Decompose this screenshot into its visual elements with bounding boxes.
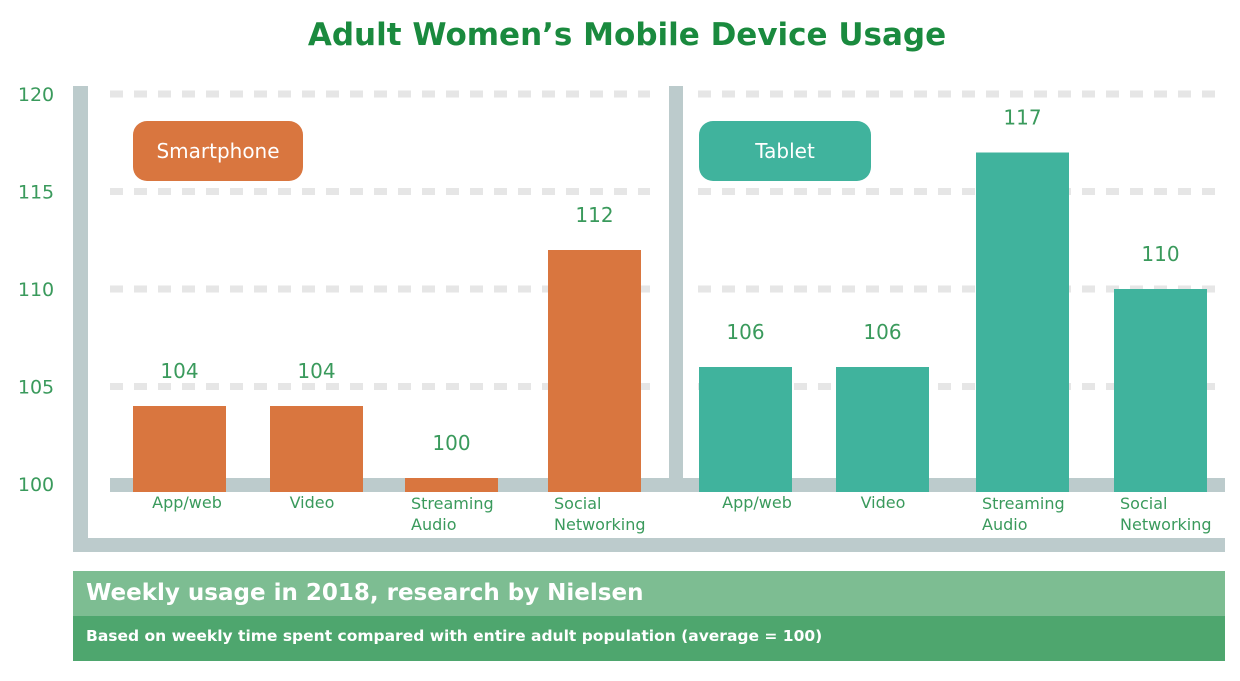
chart-canvas: Adult Women’s Mobile Device Usage 100 105 1… <box>18 17 1225 552</box>
x-tick-label-tablet-0: App/web <box>722 493 792 512</box>
bar-smartphone-0 <box>133 406 226 492</box>
frame-left-bar <box>73 86 88 552</box>
data-label-tablet-0: 106 <box>726 320 764 344</box>
footer-headline-banner: Weekly usage in 2018, research by Nielse… <box>73 571 1225 616</box>
legend-smartphone-label: Smartphone <box>156 139 280 163</box>
bar-tablet-0 <box>699 367 792 492</box>
data-label-tablet-3: 110 <box>1141 242 1179 266</box>
legend-smartphone: Smartphone <box>133 121 303 181</box>
legend-tablet: Tablet <box>699 121 871 181</box>
x-tick-label-smartphone-0: App/web <box>152 493 222 512</box>
y-tick-label-120: 120 <box>18 84 54 106</box>
y-tick-label-105: 105 <box>18 377 54 399</box>
x-tick-label-tablet-1: Video <box>861 493 906 512</box>
footer-headline: Weekly usage in 2018, research by Nielse… <box>86 580 644 606</box>
data-label-tablet-2: 117 <box>1003 106 1041 130</box>
data-label-smartphone-3: 112 <box>575 203 613 227</box>
y-tick-label-115: 115 <box>18 182 54 204</box>
bar-tablet-3 <box>1114 289 1207 492</box>
footer-note: Based on weekly time spent compared with… <box>86 627 823 645</box>
data-label-smartphone-1: 104 <box>297 359 335 383</box>
x-tick-label-tablet-3-line0: Social <box>1120 494 1167 513</box>
x-tick-label-smartphone-1: Video <box>290 493 335 512</box>
bar-smartphone-1 <box>270 406 363 492</box>
frame-divider-bar <box>669 86 683 478</box>
x-tick-label-smartphone-3-line1: Networking <box>554 515 646 534</box>
x-tick-label-smartphone-3-line0: Social <box>554 494 601 513</box>
bar-tablet-1 <box>836 367 929 492</box>
chart-title: Adult Women’s Mobile Device Usage <box>308 17 946 53</box>
y-tick-label-110: 110 <box>18 279 54 301</box>
x-tick-label-smartphone-2-line1: Audio <box>411 515 456 534</box>
x-tick-label-tablet-2-line1: Audio <box>982 515 1027 534</box>
x-tick-label-tablet-2-line0: Streaming <box>982 494 1065 513</box>
bar-tablet-2 <box>976 152 1069 492</box>
bar-smartphone-2 <box>405 478 498 492</box>
data-label-tablet-1: 106 <box>863 320 901 344</box>
x-tick-label-tablet-3-line1: Networking <box>1120 515 1212 534</box>
x-tick-label-smartphone-2-line0: Streaming <box>411 494 494 513</box>
legend-tablet-label: Tablet <box>755 139 815 163</box>
frame-baseline-bar <box>110 478 1225 492</box>
frame-bottom-bar <box>73 538 1225 552</box>
y-tick-label-100: 100 <box>18 474 54 496</box>
data-label-smartphone-2: 100 <box>432 431 470 455</box>
data-label-smartphone-0: 104 <box>160 359 198 383</box>
footer-note-banner: Based on weekly time spent compared with… <box>73 616 1225 661</box>
bar-smartphone-3 <box>548 250 641 492</box>
